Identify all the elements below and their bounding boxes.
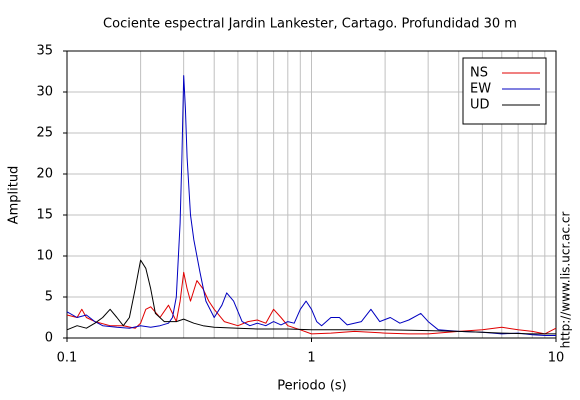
- legend-box: [462, 57, 547, 125]
- y-tick-label: 0: [45, 331, 53, 346]
- y-tick-label: 5: [45, 290, 53, 305]
- side-note: http://www.lis.ucr.ac.cr: [559, 212, 573, 349]
- plot-border: [66, 50, 557, 339]
- y-tick-label: 10: [36, 249, 53, 264]
- series-line: [66, 75, 556, 336]
- x-tick-label: 1: [307, 351, 315, 366]
- y-tick-label: 35: [36, 44, 53, 59]
- legend-label: UD: [470, 98, 490, 113]
- legend-label: EW: [470, 82, 491, 97]
- legend-label: NS: [470, 66, 488, 81]
- y-tick-label: 30: [36, 85, 53, 100]
- y-tick-label: 15: [36, 208, 53, 223]
- chart-title: Cociente espectral Jardin Lankester, Car…: [103, 17, 517, 32]
- y-axis-label: Amplitud: [7, 166, 22, 225]
- series-line: [66, 259, 556, 335]
- x-tick-label: 0.1: [57, 351, 78, 366]
- x-axis-label: Periodo (s): [277, 379, 347, 394]
- y-tick-label: 20: [36, 167, 53, 182]
- x-tick-label: 10: [548, 351, 565, 366]
- y-tick-label: 25: [36, 126, 53, 141]
